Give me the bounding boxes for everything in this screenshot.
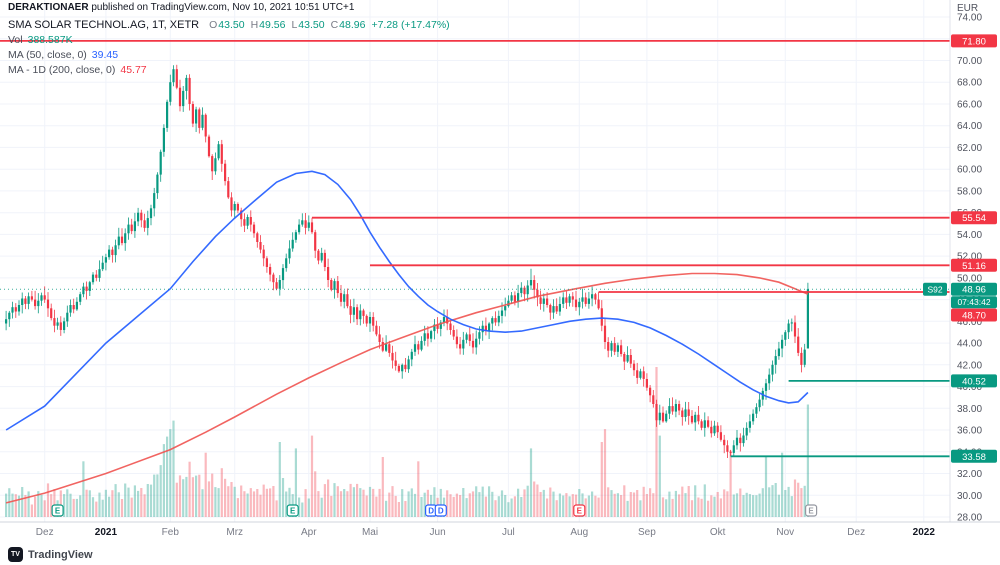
svg-text:48.70: 48.70 — [962, 311, 986, 322]
tradingview-mark-icon: TV — [8, 547, 23, 562]
svg-text:D: D — [438, 507, 444, 516]
close-label: C — [330, 18, 339, 31]
tradingview-logo[interactable]: TV TradingView — [8, 547, 93, 562]
svg-text:60.00: 60.00 — [957, 165, 982, 176]
svg-text:E: E — [577, 507, 583, 516]
svg-text:30.00: 30.00 — [957, 491, 982, 502]
svg-text:Mai: Mai — [362, 527, 378, 538]
ma200-value: 45.77 — [120, 63, 147, 76]
attribution-text: published on TradingView.com, Nov 10, 20… — [88, 2, 355, 13]
volume-pane — [5, 367, 809, 517]
svg-text:E: E — [55, 507, 61, 516]
change-value: +7.28 (+17.47%) — [371, 18, 450, 31]
level-lines[interactable] — [0, 40, 950, 458]
svg-text:52.00: 52.00 — [957, 252, 982, 263]
volume-row: Vol 388.587K — [8, 32, 73, 47]
svg-text:42.00: 42.00 — [957, 360, 982, 371]
svg-text:Apr: Apr — [301, 527, 317, 538]
svg-text:33.58: 33.58 — [962, 452, 986, 463]
svg-text:Nov: Nov — [776, 527, 794, 538]
svg-text:74.00: 74.00 — [957, 13, 982, 24]
price-level-badges: 71.80 55.54 51.16 48.70 40.52 33.58 — [951, 34, 997, 463]
svg-text:71.80: 71.80 — [962, 36, 986, 47]
svg-text:66.00: 66.00 — [957, 100, 982, 111]
svg-text:S92: S92 — [927, 285, 942, 295]
svg-text:Mrz: Mrz — [226, 527, 243, 538]
time-axis[interactable]: Dez 2021 Feb Mrz Apr Mai Jun Jul Aug Sep Okt Nov Dez… — [36, 527, 936, 538]
svg-text:50.00: 50.00 — [957, 273, 982, 284]
svg-text:40.00: 40.00 — [957, 382, 982, 393]
svg-text:28.00: 28.00 — [957, 513, 982, 524]
ma200-label[interactable]: MA - 1D (200, close, 0) — [8, 63, 116, 76]
svg-text:64.00: 64.00 — [957, 121, 982, 132]
open-label: O — [209, 18, 218, 31]
svg-text:Jul: Jul — [502, 527, 515, 538]
svg-text:Sep: Sep — [638, 527, 656, 538]
svg-text:Dez: Dez — [36, 527, 54, 538]
svg-text:68.00: 68.00 — [957, 78, 982, 89]
svg-text:58.00: 58.00 — [957, 186, 982, 197]
svg-text:E: E — [808, 507, 814, 516]
ma50-line — [5, 170, 809, 431]
high-value: 49.56 — [259, 18, 286, 31]
svg-text:Aug: Aug — [570, 527, 588, 538]
svg-text:54.00: 54.00 — [957, 230, 982, 241]
low-label: L — [291, 18, 298, 31]
ma50-row: MA (50, close, 0) 39.45 — [8, 47, 118, 62]
svg-text:36.00: 36.00 — [957, 426, 982, 437]
attribution: DERAKTIONAER published on TradingView.co… — [8, 2, 354, 13]
ma200-row: MA - 1D (200, close, 0) 45.77 — [8, 62, 147, 77]
ma50-label[interactable]: MA (50, close, 0) — [8, 48, 87, 61]
symbol-title[interactable]: SMA SOLAR TECHNOL.AG, 1T, XETR — [8, 18, 200, 31]
svg-text:70.00: 70.00 — [957, 56, 982, 67]
svg-text:2022: 2022 — [913, 527, 936, 538]
svg-text:Dez: Dez — [847, 527, 865, 538]
svg-text:EUR: EUR — [957, 3, 978, 14]
svg-text:2021: 2021 — [95, 527, 118, 538]
ma50-value: 39.45 — [91, 48, 119, 61]
svg-text:55.54: 55.54 — [962, 213, 986, 224]
low-value: 43.50 — [298, 18, 325, 31]
svg-text:46.00: 46.00 — [957, 317, 982, 328]
svg-text:Okt: Okt — [710, 527, 726, 538]
high-label: H — [250, 18, 259, 31]
tradingview-brand-text: TradingView — [28, 548, 93, 561]
svg-text:51.16: 51.16 — [962, 261, 986, 272]
svg-text:Feb: Feb — [162, 527, 180, 538]
svg-text:32.00: 32.00 — [957, 469, 982, 480]
ma200-line — [5, 272, 809, 504]
volume-label[interactable]: Vol — [8, 33, 23, 46]
svg-text:38.00: 38.00 — [957, 404, 982, 415]
svg-text:62.00: 62.00 — [957, 143, 982, 154]
svg-text:D: D — [428, 507, 434, 516]
open-value: 43.50 — [218, 18, 245, 31]
volume-value: 388.587K — [27, 33, 73, 46]
attribution-user: DERAKTIONAER — [8, 2, 89, 13]
candles — [5, 64, 809, 458]
svg-text:48.96: 48.96 — [962, 285, 986, 296]
svg-text:07:43:42: 07:43:42 — [957, 297, 990, 307]
grid — [0, 0, 950, 522]
svg-text:40.52: 40.52 — [962, 376, 986, 387]
svg-text:E: E — [290, 507, 296, 516]
svg-text:44.00: 44.00 — [957, 339, 982, 350]
close-value: 48.96 — [339, 18, 366, 31]
svg-text:Jun: Jun — [430, 527, 446, 538]
